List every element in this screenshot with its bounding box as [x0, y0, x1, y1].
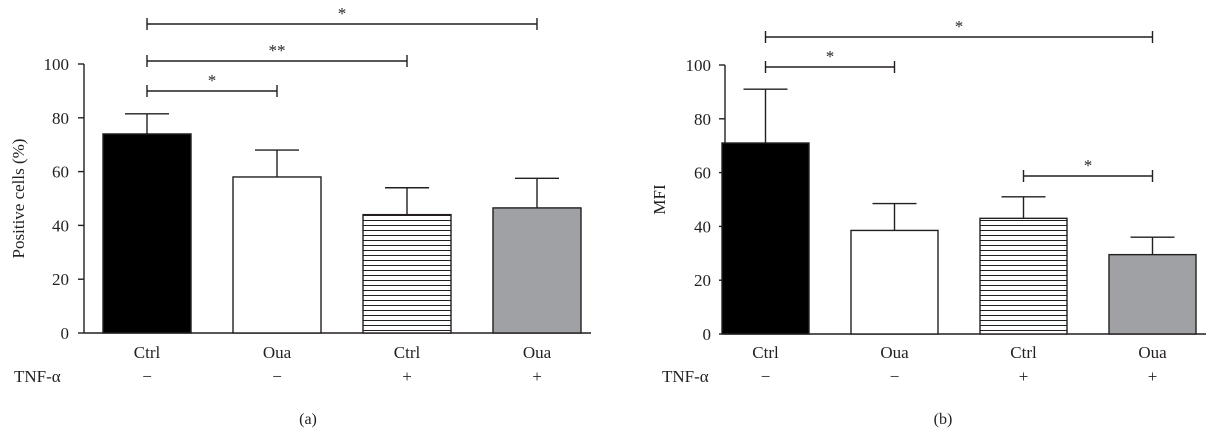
tnf-sign: + — [402, 367, 412, 386]
category-label: Oua — [880, 343, 909, 362]
y-tick-label: 60 — [694, 164, 711, 183]
chart-panel-b: 0 20 40 60 80 100 MFI Ctrl − Oua − Ctrl + Oua + TNF-α * *… — [650, 17, 1206, 428]
bar-0 — [102, 133, 192, 334]
bar-1 — [232, 176, 322, 334]
significance-label: ** — [269, 41, 286, 60]
significance-label: * — [208, 71, 217, 90]
panel-label: (a) — [299, 411, 317, 428]
y-tick-label: 0 — [61, 324, 70, 343]
bar-3 — [492, 207, 582, 334]
y-tick-label: 20 — [52, 270, 69, 289]
tnf-sign: − — [890, 367, 900, 386]
bar-1 — [850, 229, 939, 335]
tnf-sign: − — [142, 367, 152, 386]
significance-label: * — [826, 47, 835, 66]
y-tick-label: 40 — [52, 216, 69, 235]
panel-label: (b) — [934, 411, 953, 428]
y-tick-label: 80 — [52, 109, 69, 128]
chart-panel-a: 0 20 40 60 80 100 Positive cells (%) Ctrl − Oua − C… — [9, 4, 591, 428]
bar-2 — [979, 217, 1068, 335]
significance-label: * — [1084, 156, 1093, 175]
significance-label: * — [955, 17, 964, 36]
tnf-sign: + — [532, 367, 542, 386]
category-label: Oua — [523, 343, 552, 362]
y-tick-label: 100 — [686, 56, 712, 75]
tnf-sign: + — [1148, 367, 1158, 386]
tnf-row-label: TNF-α — [14, 367, 61, 386]
bar-0 — [721, 142, 810, 335]
tnf-sign: − — [761, 367, 771, 386]
category-label: Oua — [263, 343, 292, 362]
y-axis-label: Positive cells (%) — [9, 139, 28, 259]
y-tick-label: 80 — [694, 110, 711, 129]
y-tick-label: 0 — [703, 325, 712, 344]
category-label: Ctrl — [134, 343, 161, 362]
y-axis-label: MFI — [650, 184, 669, 215]
category-label: Ctrl — [752, 343, 779, 362]
significance-label: * — [338, 4, 347, 23]
tnf-sign: − — [272, 367, 282, 386]
category-label: Ctrl — [1010, 343, 1037, 362]
tnf-sign: + — [1019, 367, 1029, 386]
y-tick-label: 40 — [694, 217, 711, 236]
category-label: Oua — [1138, 343, 1167, 362]
bar-3 — [1108, 253, 1197, 335]
y-tick-label: 60 — [52, 163, 69, 182]
y-tick-label: 100 — [44, 55, 70, 74]
category-label: Ctrl — [394, 343, 421, 362]
bar-2 — [362, 213, 452, 334]
y-tick-label: 20 — [694, 271, 711, 290]
tnf-row-label: TNF-α — [662, 367, 709, 386]
